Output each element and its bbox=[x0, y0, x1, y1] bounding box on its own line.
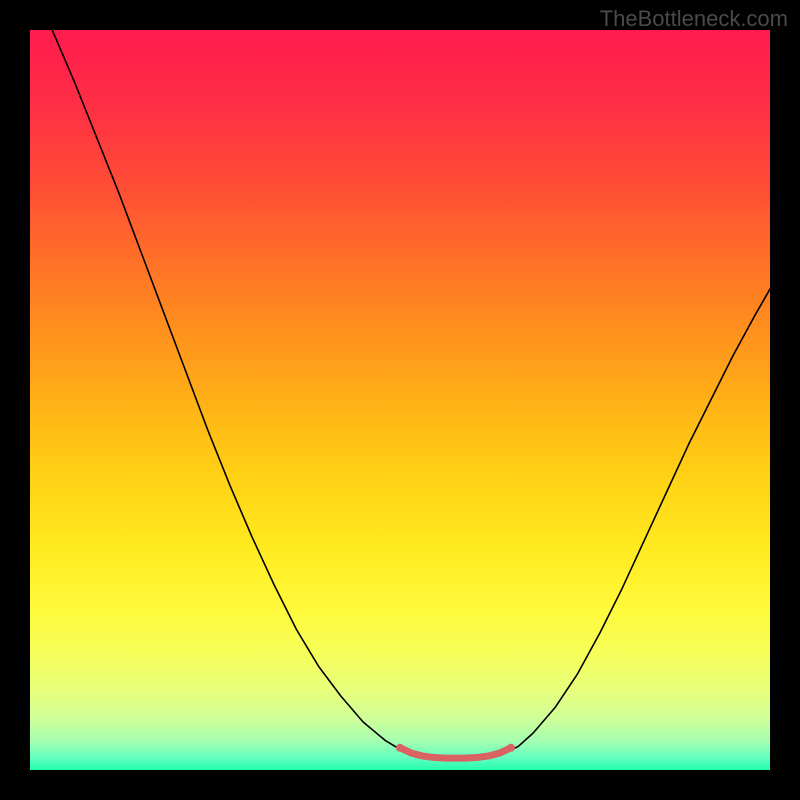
chart-svg bbox=[30, 30, 770, 770]
chart-plot-area bbox=[30, 30, 770, 770]
gradient-background bbox=[30, 30, 770, 770]
highlight-end-dot bbox=[507, 744, 515, 752]
watermark-text: TheBottleneck.com bbox=[600, 6, 788, 32]
highlight-start-dot bbox=[396, 744, 404, 752]
